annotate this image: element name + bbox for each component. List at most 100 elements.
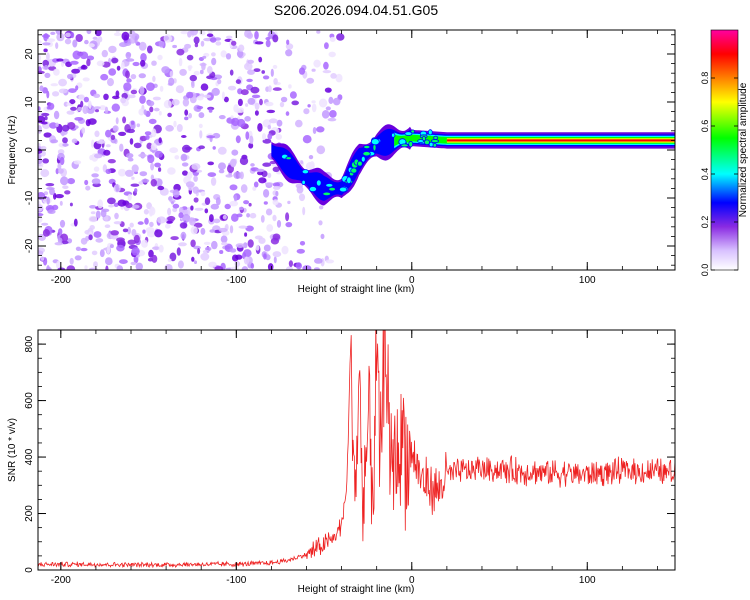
spectrogram-noise-blob — [120, 97, 126, 104]
spectrogram-noise-blob — [266, 224, 274, 232]
spectrogram-noise-blob — [154, 150, 163, 158]
spectrogram-noise-blob — [208, 261, 217, 268]
spectrogram-noise-blob — [328, 96, 334, 104]
spectrogram-noise-blob — [61, 124, 70, 132]
spectrogram-noise-blob — [84, 39, 89, 45]
spectrogram-noise-blob — [136, 123, 141, 128]
spectrogram-noise-blob — [237, 118, 246, 128]
spectrogram-noise-blob — [308, 155, 314, 160]
spectrogram-noise-blob — [72, 39, 78, 48]
spectrogram-noise-blob — [261, 70, 266, 74]
colorbar-tick-label: 0.2 — [700, 216, 710, 229]
spectrogram-noise-blob — [59, 156, 65, 166]
spectrogram-noise-blob — [200, 227, 206, 235]
spectrogram-noise-blob — [235, 79, 241, 84]
spectrogram-noise-blob — [243, 200, 250, 205]
spectrogram-noise-blob — [77, 106, 82, 112]
spectrogram-noise-blob — [180, 153, 188, 162]
spectrogram-noise-blob — [316, 126, 325, 133]
spectrogram-noise-blob — [329, 110, 337, 118]
spectrogram-noise-blob — [193, 175, 198, 182]
spectrogram-noise-blob — [266, 109, 276, 114]
spectrogram-noise-blob — [158, 111, 162, 116]
spectrogram-y-axis: -20 -10 0 10 20 — [24, 34, 675, 266]
spectrogram-noise-blob — [187, 65, 193, 70]
spectrogram-noise-blob — [129, 138, 134, 145]
snr-x-tick-label: 100 — [579, 575, 596, 586]
spectrogram-noise-blob — [58, 228, 63, 236]
spectrogram-noise-blob — [313, 59, 321, 68]
spectrogram-noise-blob — [107, 78, 114, 87]
spectrogram-noise-blob — [131, 247, 140, 256]
spectrogram-noise-blob — [207, 66, 213, 74]
spectrogram-noise-blob — [229, 225, 234, 234]
colorbar: 0.0 0.2 0.4 0.6 0.8 Normalized spectral ampl… — [700, 29, 749, 276]
spectrogram-y-tick-label: -20 — [24, 238, 35, 253]
spectrogram-noise-blob — [320, 233, 325, 240]
spectrogram-noise-blob — [52, 91, 60, 97]
spectrogram-noise-blob — [116, 237, 125, 243]
spectrogram-noise-blob — [176, 48, 185, 56]
spectrogram-noise-blob — [49, 122, 58, 129]
spectrogram-noise-blob — [203, 52, 210, 57]
spectrogram-noise-blob — [67, 122, 76, 130]
spectrogram-noise-blob — [149, 221, 154, 228]
spectrogram-noise-blob — [230, 115, 234, 120]
spectrogram-noise-blob — [116, 65, 121, 71]
spectrogram-noise-blob — [250, 263, 255, 269]
snr-y-tick-label: 800 — [24, 335, 35, 352]
spectrogram-noise-blob — [169, 70, 174, 78]
spectrogram-noise-blob — [140, 53, 147, 62]
spectrogram-noise-blob — [87, 100, 92, 109]
spectrogram-noise-blob — [80, 247, 88, 252]
spectrogram-noise-blob — [152, 75, 156, 82]
spectrogram-noise-blob — [124, 169, 134, 177]
spectrogram-noise-blob — [191, 163, 201, 170]
spectrogram-noise-blob — [70, 106, 77, 111]
spectrogram-noise-blob — [314, 267, 320, 270]
spectrogram-noise-blob — [248, 142, 254, 149]
spectrogram-noise-blob — [105, 265, 109, 270]
spectrogram-noise-blob — [106, 246, 111, 255]
spectrogram-noise-blob — [285, 266, 294, 270]
spectrogram-noise-blob — [172, 189, 180, 198]
spectrogram-noise-blob — [103, 149, 111, 156]
spectrogram-noise-blob — [137, 221, 144, 225]
spectrogram-noise-blob — [151, 60, 157, 66]
colorbar-gradient — [711, 30, 738, 270]
spectrogram-noise-blob — [275, 190, 279, 197]
spectrogram-noise-blob — [168, 77, 175, 86]
spectrogram-noise-blob — [325, 106, 331, 111]
spectrogram-noise-blob — [231, 40, 237, 46]
spectrogram-ridge-blob — [315, 179, 322, 187]
spectrogram-noise-blob — [138, 153, 147, 158]
spectrogram-noise-blob — [174, 155, 180, 160]
spectrogram-noise-blob — [143, 109, 147, 116]
spectrogram-noise-blob — [193, 222, 203, 228]
spectrogram-noise-blob — [138, 41, 147, 51]
spectrogram-noise-blob — [161, 66, 170, 74]
spectrogram-noise-blob — [180, 30, 189, 35]
spectrogram-noise-blob — [135, 262, 143, 270]
spectrogram-noise-blob — [150, 206, 155, 212]
spectrogram-noise-blob — [281, 245, 289, 255]
spectrogram-ridge-blob — [301, 169, 309, 175]
spectrogram-noise-blob — [95, 109, 99, 113]
spectrogram-noise-blob — [116, 265, 123, 270]
spectrogram-noise-blob — [249, 212, 257, 219]
spectrogram-noise-blob — [91, 178, 101, 185]
spectrogram-noise-blob — [56, 260, 62, 270]
spectrogram-noise-blob — [65, 32, 71, 38]
spectrogram-noise-blob — [131, 164, 139, 173]
spectrogram-noise-blob — [94, 153, 103, 159]
spectrogram-noise-blob — [267, 172, 272, 178]
spectrogram-noise-blob — [229, 200, 239, 207]
spectrogram-noise-blob — [289, 91, 297, 99]
snr-panel: -200 -100 0 100 0 200 400 600 800 Height of str… — [7, 329, 676, 595]
spectrogram-noise-blob — [38, 157, 43, 164]
spectrogram-noise-blob — [273, 78, 278, 85]
spectrogram-x-tick-label: -100 — [226, 275, 246, 286]
spectrogram-noise-blob — [142, 229, 146, 234]
spectrogram-x-tick-label: -200 — [51, 275, 71, 286]
spectrogram-noise-blob — [194, 207, 204, 211]
